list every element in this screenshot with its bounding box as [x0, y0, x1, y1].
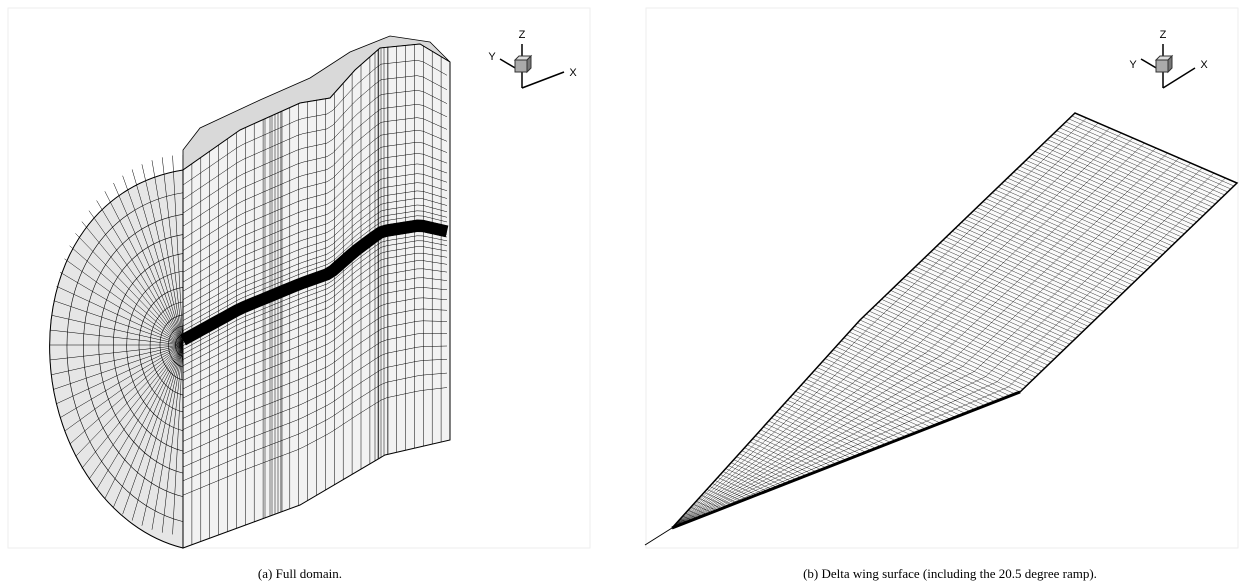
axis-label: Z [1160, 29, 1167, 41]
axis-label: Z [519, 29, 526, 41]
axis-triad: Z Y X [488, 29, 577, 88]
wake-line [645, 528, 672, 545]
caption: (a) Full domain. [258, 566, 342, 581]
wing-mesh [645, 113, 1237, 545]
domain-mesh [50, 36, 450, 548]
axis-label: X [1200, 59, 1208, 71]
axis-triad: Z Y X [1129, 29, 1208, 88]
axis-label: X [569, 67, 577, 79]
figure: Z Y X Z Y X (a) Full domain. (b) Delta w… [0, 0, 1244, 587]
axis-label: Y [1129, 59, 1137, 71]
axis-label: Y [488, 51, 496, 63]
caption: (b) Delta wing surface (including the 20… [803, 566, 1097, 581]
